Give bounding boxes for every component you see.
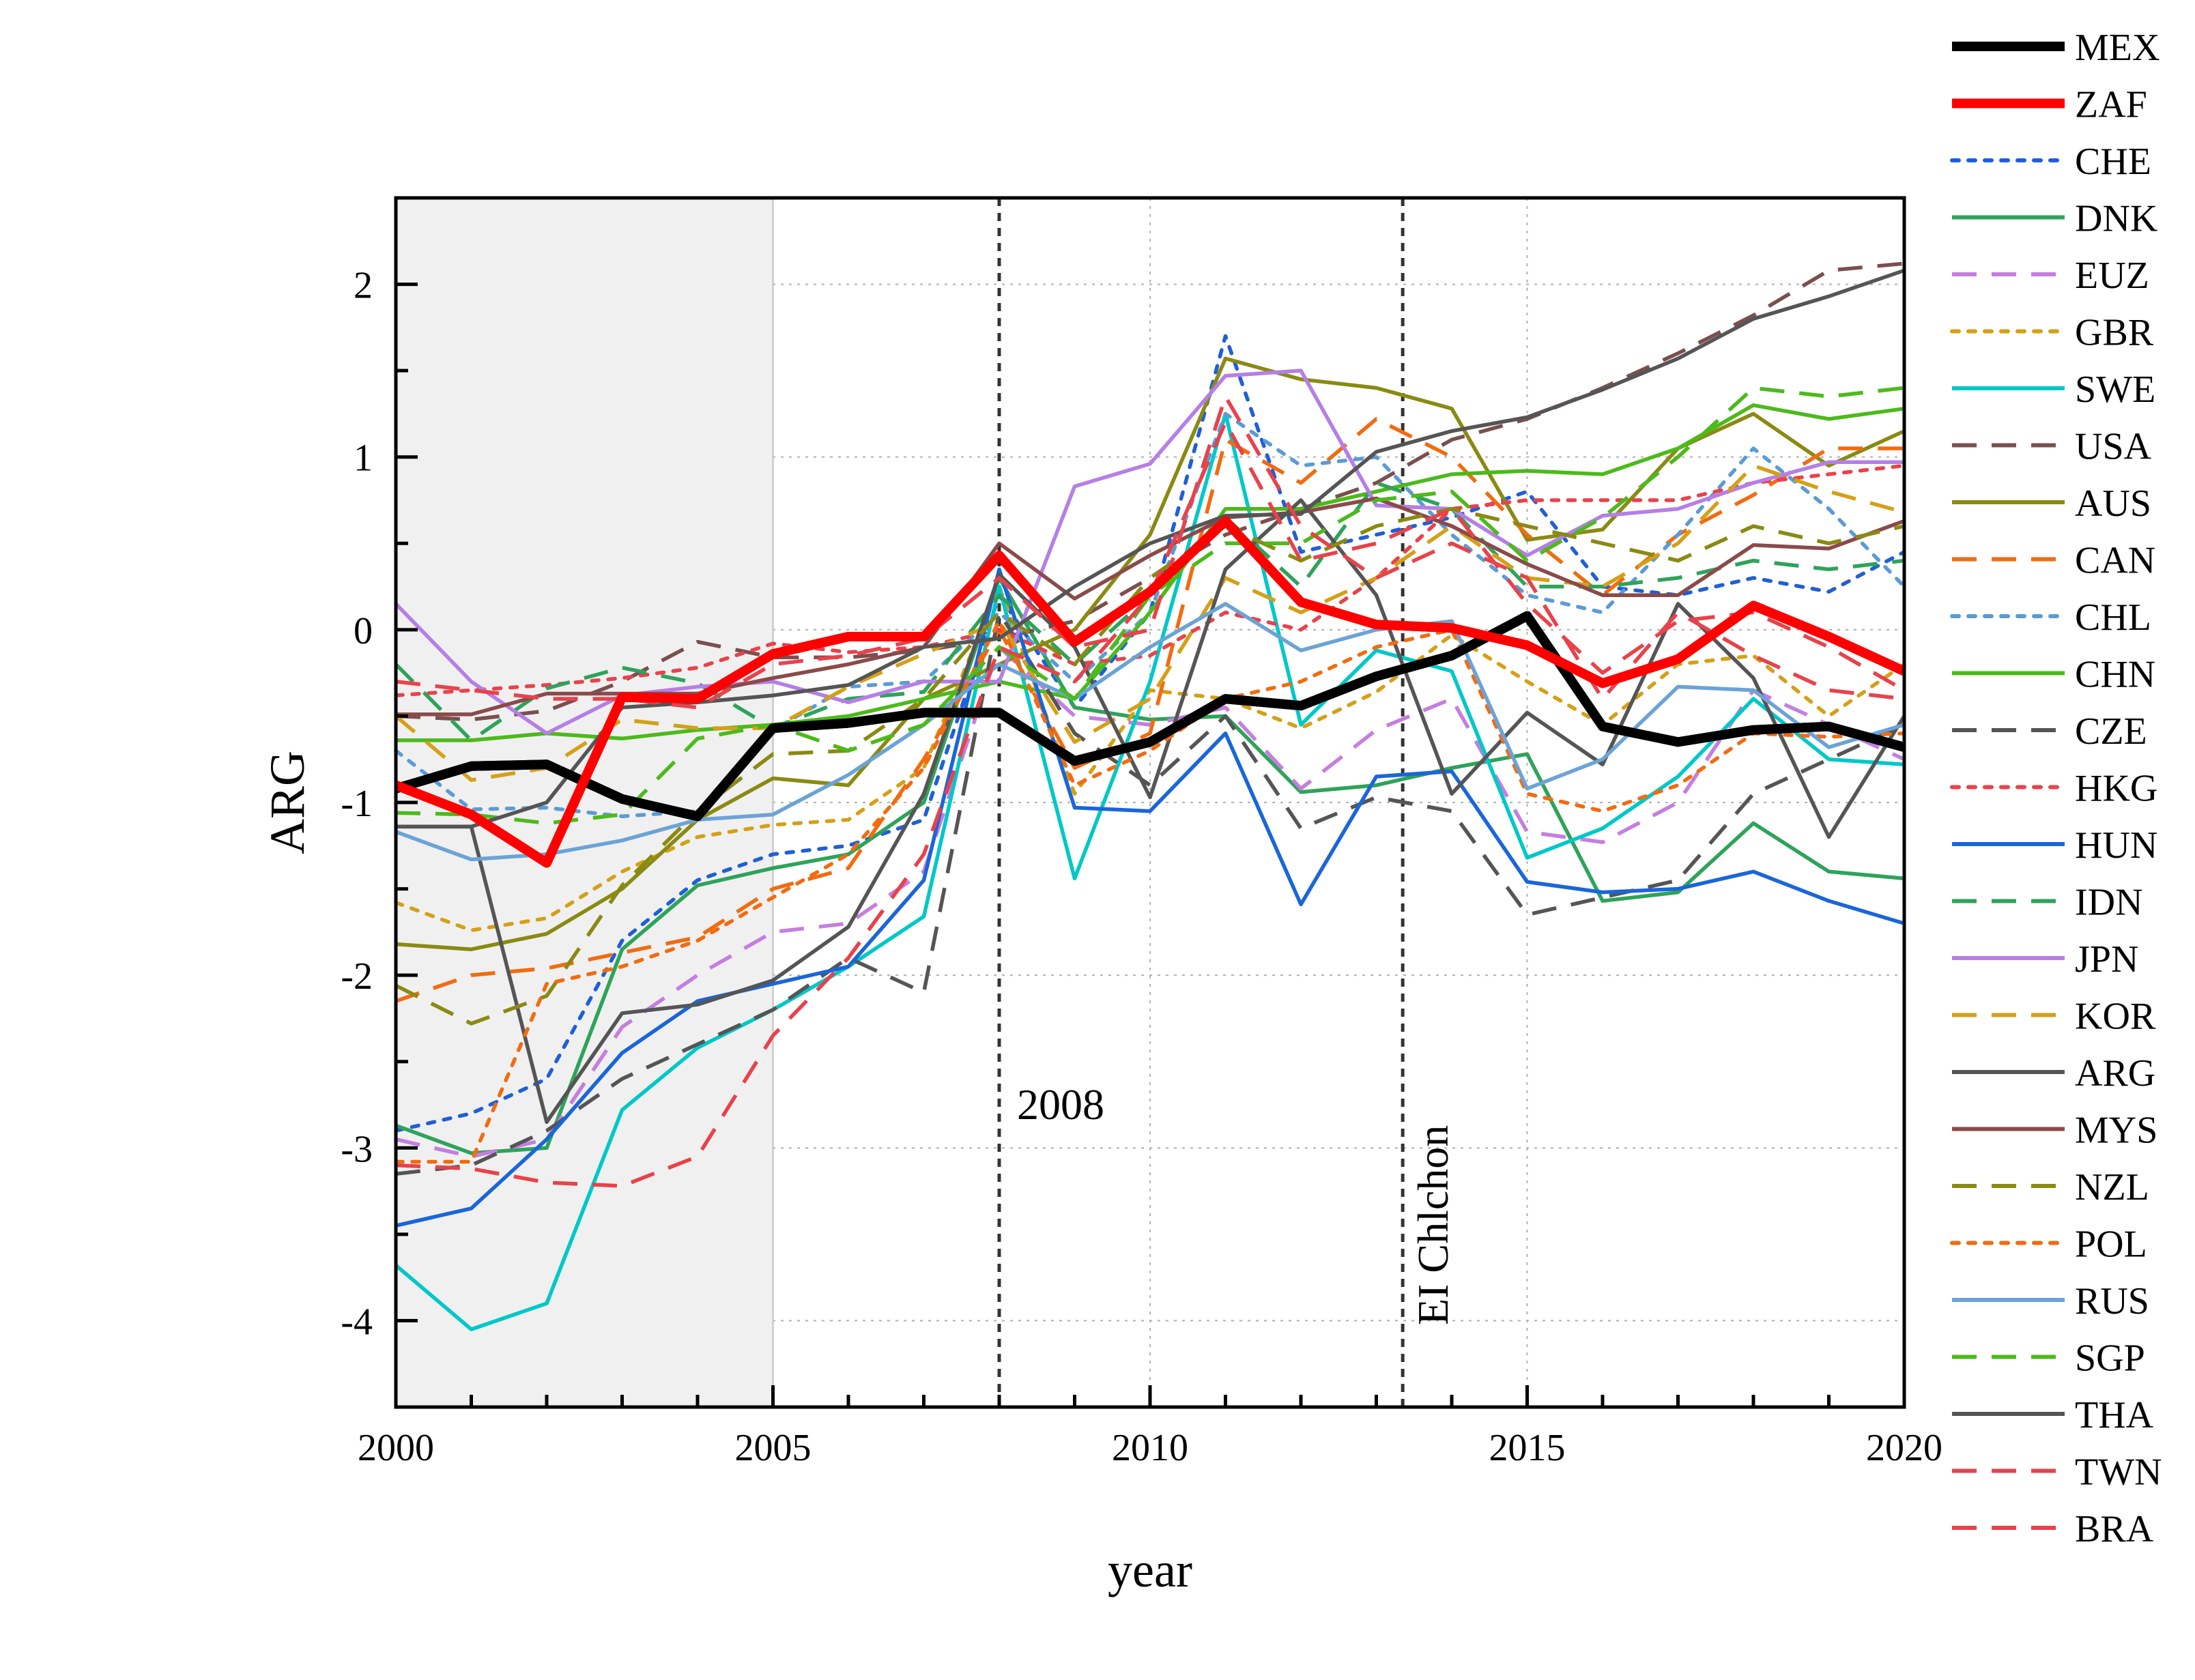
annotations: 2008 EI Chlchon xyxy=(1017,1080,1457,1325)
legend-label-chl: CHL xyxy=(2075,596,2151,639)
legend-label-nzl: NZL xyxy=(2075,1166,2149,1208)
series-line-hun xyxy=(395,567,1905,1228)
y-tick-label: -1 xyxy=(341,783,373,825)
series-line-arg xyxy=(396,498,1906,1125)
y-tick-label: 1 xyxy=(354,437,373,480)
legend-label-dnk: DNK xyxy=(2075,198,2157,240)
series-line-usa xyxy=(395,261,1905,722)
legend: MEX ZAF CHE DNK EUZ GBR SWE USA AUS CAN CHL CHN CZE H… xyxy=(1950,27,2162,1550)
series-line-rus xyxy=(395,602,1905,862)
y-tick-label: 0 xyxy=(354,610,373,652)
series-line-che xyxy=(394,334,1906,1133)
legend-label-usa: USA xyxy=(2075,426,2152,468)
series-line-hkg xyxy=(394,463,1906,697)
legend-label-cze: CZE xyxy=(2075,710,2147,753)
axis-ticks xyxy=(394,196,1906,1409)
legend-label-pol: POL xyxy=(2075,1223,2147,1266)
series-line-gbr xyxy=(394,584,1906,933)
x-axis-title: year xyxy=(1108,1543,1192,1597)
x-tick-label: 2005 xyxy=(735,1427,812,1469)
y-tick-labels: -4 -3 -2 -1 0 1 2 xyxy=(341,265,373,1344)
legend-label-mys: MYS xyxy=(2075,1110,2157,1152)
legend-label-aus: AUS xyxy=(2075,482,2151,525)
series-line-chn xyxy=(396,403,1905,742)
x-tick-label: 2015 xyxy=(1489,1427,1566,1469)
series-lines xyxy=(394,261,1906,1331)
series-line-sgp xyxy=(395,386,1905,826)
legend-label-can: CAN xyxy=(2075,540,2155,582)
y-tick-label: -2 xyxy=(341,955,373,998)
legend-label-hun: HUN xyxy=(2075,824,2157,867)
legend-label-twn: TWN xyxy=(2075,1451,2162,1494)
legend-label-jpn: JPN xyxy=(2075,938,2138,981)
legend-label-gbr: GBR xyxy=(2075,312,2154,354)
series-line-bra xyxy=(395,420,1906,1188)
y-axis-title: ARG xyxy=(260,751,315,854)
series-line-cze xyxy=(395,610,1906,1176)
legend-label-rus: RUS xyxy=(2075,1280,2149,1322)
legend-label-arg: ARG xyxy=(2075,1052,2155,1095)
legend-label-mex: MEX xyxy=(2075,27,2160,69)
series-line-dnk xyxy=(395,576,1905,1155)
legend-label-euz: EUZ xyxy=(2075,255,2149,297)
series-line-nzl xyxy=(394,506,1905,1026)
legend-label-zaf: ZAF xyxy=(2075,84,2147,126)
legend-label-tha: THA xyxy=(2075,1394,2154,1436)
legend-label-kor: KOR xyxy=(2075,996,2156,1038)
y-tick-label: -3 xyxy=(341,1128,373,1170)
legend-label-bra: BRA xyxy=(2075,1508,2154,1550)
legend-label-che: CHE xyxy=(2075,141,2151,183)
y-tick-label: 2 xyxy=(354,265,373,307)
series-line-swe xyxy=(394,411,1905,1331)
legend-label-sgp: SGP xyxy=(2075,1337,2145,1380)
x-tick-label: 2010 xyxy=(1112,1427,1188,1469)
legend-label-swe: SWE xyxy=(2075,368,2155,411)
y-tick-label: -4 xyxy=(341,1301,373,1343)
annotation-label: 2008 xyxy=(1017,1080,1104,1129)
series-line-mex-top xyxy=(394,611,1906,822)
legend-label-idn: IDN xyxy=(2075,882,2143,924)
series-line-kor xyxy=(394,463,1905,782)
legend-label-chn: CHN xyxy=(2075,654,2155,696)
series-line-zaf-top xyxy=(394,516,1906,868)
legend-label-hkg: HKG xyxy=(2075,768,2157,810)
annotation-label: EI Chlchon xyxy=(1409,1125,1457,1325)
series-line-tha xyxy=(396,268,1905,829)
x-tick-labels: 2000 2005 2010 2015 2020 xyxy=(358,1427,1942,1469)
x-tick-label: 2000 xyxy=(358,1427,434,1469)
x-tick-label: 2020 xyxy=(1866,1427,1942,1469)
